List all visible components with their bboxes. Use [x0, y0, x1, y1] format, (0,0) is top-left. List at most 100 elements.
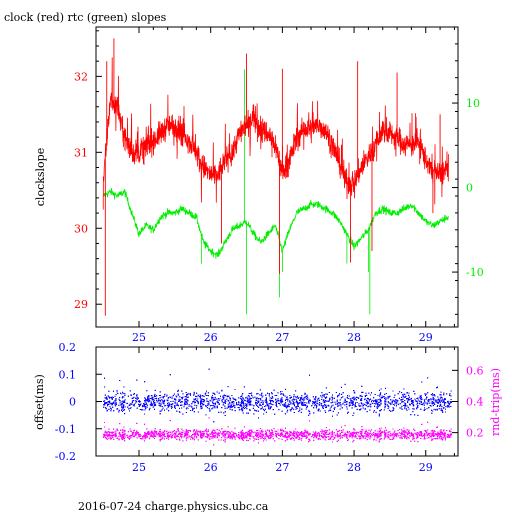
offset-series-point [271, 393, 273, 395]
offset-series-point [110, 403, 112, 405]
offset-series-point [448, 404, 450, 406]
offset-series-point [394, 402, 396, 404]
offset-series-point [318, 397, 320, 399]
offset-series-point [341, 407, 343, 409]
offset-series-point [255, 410, 257, 412]
offset-series-point [233, 405, 235, 407]
offset-series-point [115, 405, 117, 407]
offset-series-point [411, 403, 413, 404]
bottom-chart-marks: 25 26 27 28 29-0.2-0.100.10.20.20.40.6 [55, 341, 484, 474]
offset-series-point [121, 409, 122, 411]
offset-series-point [403, 405, 405, 406]
offset-series-point [296, 401, 298, 403]
offset-series-point [225, 402, 226, 404]
offset-series-point [241, 405, 243, 407]
offset-series-point [401, 396, 402, 398]
offset-series-point [306, 396, 308, 398]
offset-series-point [275, 404, 277, 406]
offset-series-point [169, 403, 171, 405]
offset-series-point [385, 404, 387, 406]
offset-series-point [248, 397, 250, 399]
offset-series-point [325, 411, 327, 413]
offset-series-point [422, 402, 424, 404]
offset-series-point [416, 401, 418, 403]
offset-series-point [359, 395, 361, 397]
offset-series-point [211, 398, 213, 400]
offset-series-point [123, 401, 125, 403]
offset-series-point [437, 396, 439, 398]
top-right-y-tick-label: 0 [466, 182, 473, 195]
offset-series-point [164, 395, 166, 397]
offset-series-point [260, 405, 262, 406]
offset-series-point [153, 400, 154, 402]
offset-series-point [325, 406, 327, 408]
offset-series-point [240, 405, 242, 407]
offset-series-point [303, 399, 305, 401]
offset-series-point [216, 401, 218, 403]
offset-series-point [193, 411, 195, 413]
offset-series-point [201, 406, 203, 408]
offset-series-point [231, 404, 233, 406]
bottom-left-y-tick-label: 0.2 [59, 341, 77, 354]
offset-series-point [308, 403, 310, 404]
offset-series-point [247, 395, 249, 397]
offset-series-point [200, 404, 201, 406]
offset-series-point [234, 389, 236, 390]
clock-slope-series [102, 57, 449, 210]
offset-series-point [228, 395, 230, 397]
offset-series-point [375, 403, 377, 405]
offset-series-point [439, 397, 441, 399]
offset-series-point [199, 395, 201, 397]
offset-series-point [285, 398, 287, 400]
offset-series-point [116, 403, 117, 405]
offset-series-point [186, 399, 188, 401]
offset-series-point [169, 404, 170, 406]
offset-series-point [217, 399, 219, 401]
offset-series-point [254, 396, 256, 398]
offset-series-point [246, 403, 248, 405]
offset-series-point [270, 406, 272, 408]
offset-series-point [114, 400, 116, 402]
offset-series-point [392, 390, 394, 392]
offset-series-point [150, 398, 152, 399]
offset-series-point [301, 397, 303, 399]
offset-series-point [426, 396, 428, 398]
offset-series-point [129, 390, 131, 392]
offset-series-point [369, 409, 371, 411]
offset-series-point [364, 404, 366, 406]
offset-series-point [295, 396, 297, 398]
offset-series-point [361, 391, 363, 393]
offset-series-point [225, 401, 227, 403]
offset-series-point [137, 397, 139, 399]
offset-series-point [283, 394, 285, 396]
offset-series-point [443, 392, 445, 394]
offset-series-point [240, 396, 242, 398]
offset-series-point [264, 406, 266, 407]
offset-series-point [402, 398, 404, 400]
offset-series-point [117, 393, 119, 394]
offset-series-point [389, 403, 391, 405]
offset-series-point [430, 398, 432, 400]
offset-series-point [260, 399, 262, 401]
offset-series-point [376, 400, 378, 402]
offset-series-point [432, 405, 434, 407]
offset-series-point [174, 406, 176, 408]
bottom-left-y-tick-label: -0.1 [55, 423, 76, 436]
offset-series-point [185, 403, 186, 405]
offset-series-point [435, 409, 436, 411]
offset-series-point [149, 400, 151, 402]
offset-series-point [350, 401, 352, 403]
offset-series-point [262, 408, 264, 410]
offset-series-point [177, 394, 179, 396]
offset-series-point [251, 404, 253, 406]
offset-series-point [297, 396, 298, 398]
offset-series-point [156, 401, 158, 403]
offset-series-point [177, 404, 179, 406]
offset-series-point [384, 398, 385, 399]
offset-series-point [159, 400, 161, 402]
offset-series-point [341, 386, 342, 388]
offset-series-point [130, 407, 132, 409]
offset-series-point [121, 403, 123, 405]
offset-series-point [332, 398, 333, 400]
offset-series-point [145, 403, 147, 405]
